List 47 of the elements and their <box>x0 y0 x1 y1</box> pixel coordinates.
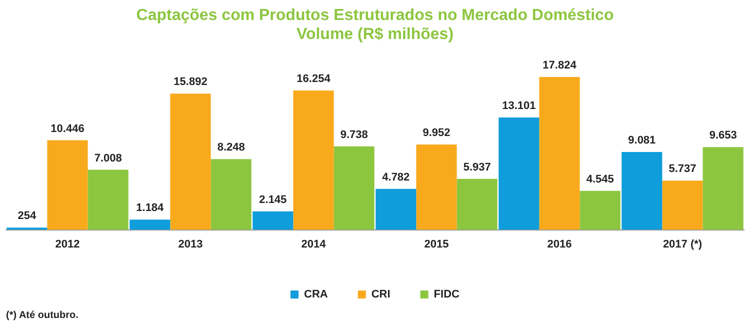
legend-label: FIDC <box>434 288 460 301</box>
data-label: 13.101 <box>502 100 536 112</box>
data-label: 17.824 <box>542 60 578 72</box>
data-label: 2.145 <box>259 194 287 206</box>
x-tick-label: 2016 <box>547 238 572 250</box>
bar <box>47 140 88 230</box>
data-label: 5.937 <box>463 161 491 174</box>
legend-label: CRA <box>304 288 328 301</box>
data-label: 5.737 <box>668 163 696 176</box>
x-tick-label: 2017 (*) <box>662 238 702 250</box>
bar <box>539 77 580 230</box>
legend-label: CRI <box>371 288 390 301</box>
x-tick-label: 2012 <box>55 238 80 250</box>
bar <box>334 146 374 230</box>
bar <box>456 178 498 230</box>
data-label: 254 <box>18 210 37 222</box>
data-label: 1.184 <box>136 202 165 214</box>
data-label: 7.008 <box>94 152 122 164</box>
bar <box>170 94 211 230</box>
bar <box>702 147 744 230</box>
data-label: 9.653 <box>709 130 737 142</box>
data-label: 16.254 <box>296 73 332 86</box>
bar <box>376 188 416 230</box>
bar <box>252 211 294 230</box>
x-tick-label: 2013 <box>178 238 203 250</box>
text: Volume (R$ milhões) <box>296 26 454 44</box>
bar <box>293 90 334 230</box>
x-tick-label: 2015 <box>424 238 449 250</box>
bar <box>662 180 703 230</box>
data-label: 9.952 <box>422 127 450 140</box>
bar <box>580 190 620 230</box>
text: (*) Até outubro. <box>6 310 79 321</box>
bar <box>416 144 457 230</box>
x-tick-label: 2014 <box>301 238 327 250</box>
data-label: 4.545 <box>586 173 614 186</box>
bar <box>130 220 170 230</box>
data-label: 4.782 <box>382 171 410 184</box>
data-label: 10.446 <box>50 122 84 135</box>
data-label: 8.248 <box>217 142 245 154</box>
data-label: 9.081 <box>628 134 656 147</box>
bar <box>210 159 252 230</box>
text: Captações com Produtos Estruturados no Mercado Doméstico <box>136 7 614 24</box>
data-label: 9.738 <box>340 128 368 141</box>
bar <box>88 170 128 230</box>
bar <box>622 152 662 230</box>
bar <box>498 118 540 230</box>
data-label: 15.892 <box>174 76 208 88</box>
